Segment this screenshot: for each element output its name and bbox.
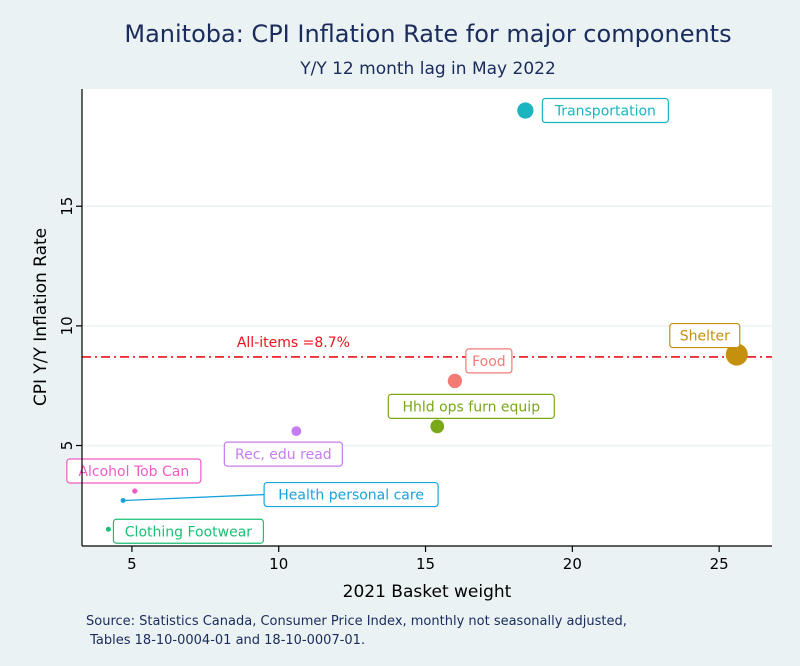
- point-label-box-1: [669, 322, 741, 349]
- x-axis-ticks: 5 10 15 20 25: [127, 546, 729, 573]
- y-tick-label-5: 5: [58, 441, 76, 451]
- data-points: [105, 102, 748, 532]
- chart-subtitle: Y/Y 12 month lag in May 2022: [299, 59, 556, 79]
- source-note-line-2: Tables 18-10-0004-01 and 18-10-0007-01.: [86, 633, 366, 648]
- point-label-3: Hhld ops furn equip: [402, 399, 540, 415]
- source-note-line-1: Source: Statistics Canada, Consumer Pric…: [86, 614, 627, 629]
- all-items-reference: All-items =8.7%: [82, 335, 772, 358]
- y-axis-ticks: 5 10 15: [58, 197, 82, 451]
- chart-title: Manitoba: CPI Inflation Rate for major c…: [124, 20, 731, 48]
- x-tick-label-15: 15: [416, 555, 435, 573]
- point-label-box-6: [263, 481, 439, 508]
- point-label-6: Health personal care: [278, 488, 424, 504]
- point-label-box-2: [465, 348, 513, 374]
- gridlines: [82, 205, 772, 447]
- point-label-7: Clothing Footwear: [125, 524, 253, 540]
- x-axis-label: 2021 Basket weight: [343, 582, 512, 602]
- point-label-2: Food: [472, 354, 506, 370]
- x-tick-label-5: 5: [127, 555, 137, 573]
- connector-6: [123, 493, 265, 502]
- label-connectors: [123, 493, 265, 502]
- point-marker-3: [430, 419, 445, 434]
- y-tick-label-15: 15: [58, 197, 76, 216]
- point-label-0: Transportation: [554, 104, 656, 120]
- point-label-box-4: [223, 441, 343, 467]
- source-note: Source: Statistics Canada, Consumer Pric…: [86, 612, 627, 650]
- point-marker-7: [105, 526, 111, 532]
- point-marker-5: [132, 488, 138, 494]
- point-label-box-7: [112, 518, 265, 544]
- point-label-1: Shelter: [680, 329, 730, 345]
- point-label-box-0: [541, 97, 669, 124]
- x-tick-label-20: 20: [563, 555, 582, 573]
- point-marker-6: [120, 498, 126, 504]
- x-tick-label-25: 25: [710, 555, 729, 573]
- point-label-4: Rec, edu read: [235, 447, 332, 463]
- point-label-5: Alcohol Tob Can: [78, 464, 189, 480]
- all-items-label: All-items =8.7%: [237, 335, 350, 351]
- y-tick-label-10: 10: [58, 316, 76, 335]
- point-marker-4: [291, 426, 302, 437]
- point-marker-1: [725, 343, 748, 366]
- x-tick-label-10: 10: [269, 555, 288, 573]
- point-marker-2: [447, 373, 463, 389]
- y-axis-label: CPI Y/Y Inflation Rate: [31, 228, 51, 406]
- point-marker-0: [517, 102, 534, 119]
- point-label-box-5: [66, 458, 202, 484]
- point-labels: Transportation Shelter Food Hhld ops furn e…: [66, 97, 741, 544]
- point-label-box-3: [387, 393, 555, 419]
